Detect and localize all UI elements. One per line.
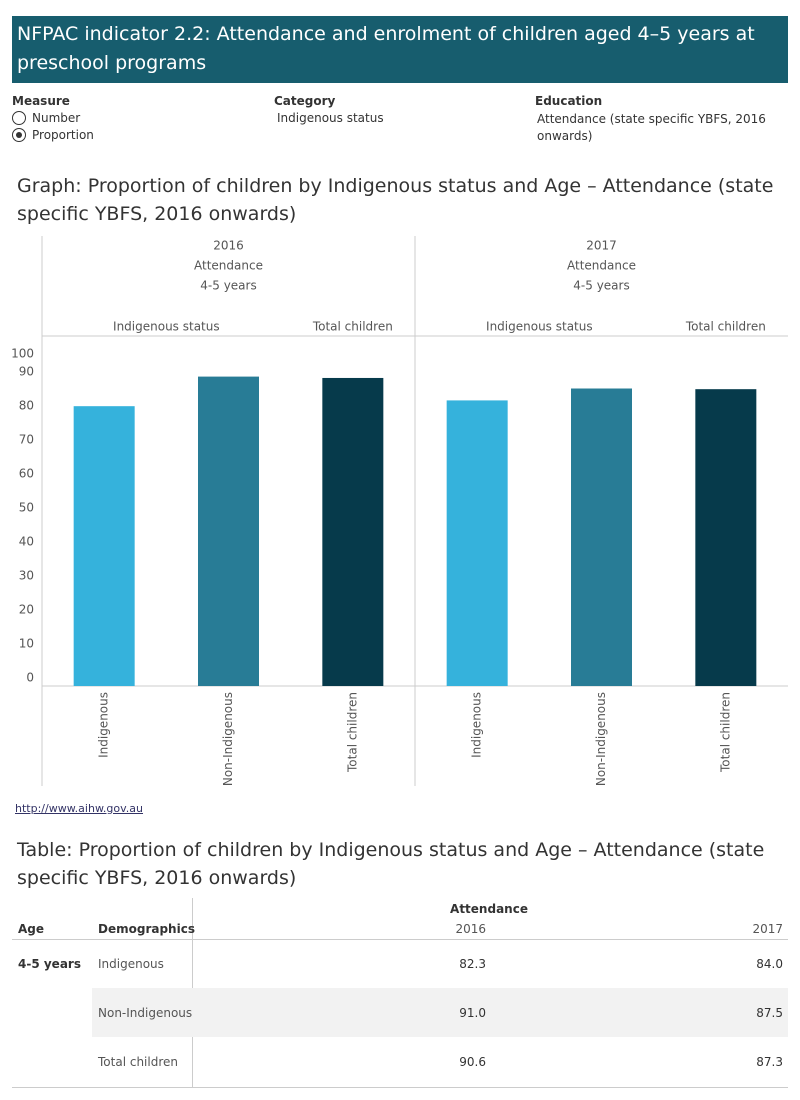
- bar: [73, 406, 135, 686]
- table-cell: 91.0: [459, 1006, 486, 1020]
- table-cell: 4-5 years: [18, 957, 81, 971]
- title-bar: [12, 16, 788, 83]
- group-label: Indigenous status: [486, 320, 593, 334]
- y-tick-label: 80: [19, 399, 34, 413]
- chart: 0 10 20 30 40 50 60 70 80 90 100 2016 Attendance 4-5 …: [11, 236, 788, 786]
- bar: [322, 377, 384, 686]
- bar: [198, 376, 259, 686]
- x-tick-label: Indigenous: [470, 692, 484, 758]
- table-cell: 87.5: [756, 1006, 783, 1020]
- y-tick-label: 50: [19, 501, 34, 515]
- y-tick-label: 30: [19, 569, 34, 583]
- chart-title: Graph: Proportion of children by Indigen…: [17, 175, 774, 225]
- table-cell: 84.0: [756, 957, 783, 971]
- bar: [571, 388, 632, 686]
- table-header: Age: [18, 922, 45, 936]
- y-tick-label: 20: [19, 603, 34, 617]
- table-title: Table: Proportion of children by Indigen…: [17, 839, 765, 889]
- filter-label: Category: [274, 94, 336, 108]
- filter-label: Measure: [12, 94, 70, 108]
- panel-header: 2017: [586, 239, 617, 253]
- bar: [695, 389, 757, 686]
- table-header: 2017: [752, 922, 783, 936]
- divider: [12, 1087, 788, 1088]
- x-tick-label: Total children: [345, 692, 359, 773]
- table-cell: Total children: [98, 1055, 178, 1069]
- radio-dot: [16, 132, 22, 138]
- radio-label[interactable]: Proportion: [32, 128, 94, 142]
- group-label: Total children: [312, 320, 393, 334]
- radio-label[interactable]: Number: [32, 111, 81, 125]
- group-label: Indigenous status: [113, 320, 220, 334]
- table-header: Attendance: [450, 902, 528, 916]
- table-header: Demographics: [98, 922, 195, 936]
- page-title: NFPAC indicator 2.2: Attendance and enro…: [17, 23, 755, 74]
- y-tick-label: 90: [19, 365, 34, 379]
- x-tick-label: Non-Indigenous: [594, 692, 608, 786]
- y-tick-label: 70: [19, 433, 34, 447]
- table-cell: Indigenous: [98, 957, 164, 971]
- x-tick-label: Total children: [718, 692, 732, 773]
- table-cell: 82.3: [459, 957, 486, 971]
- panel-header: 2016: [213, 239, 244, 253]
- source-link[interactable]: http://www.aihw.gov.au: [15, 802, 144, 815]
- divider: [12, 939, 788, 940]
- filter-value[interactable]: Indigenous status: [277, 111, 384, 125]
- panel-header: 4-5 years: [573, 279, 629, 293]
- filter-label: Education: [535, 94, 603, 108]
- y-tick-label: 0: [26, 671, 34, 685]
- table-cell: Non-Indigenous: [98, 1006, 193, 1020]
- y-tick-label: 10: [19, 637, 34, 651]
- table-header: 2016: [455, 922, 486, 936]
- panel-header: 4-5 years: [200, 279, 256, 293]
- table-cell: 87.3: [756, 1055, 783, 1069]
- panel-header: Attendance: [194, 259, 263, 273]
- y-tick-label: 60: [19, 467, 34, 481]
- radio-button[interactable]: [12, 111, 26, 125]
- table-cell: 90.6: [459, 1055, 486, 1069]
- radio-button[interactable]: [12, 128, 26, 142]
- x-tick-label: Non-Indigenous: [221, 692, 235, 786]
- row-band: [92, 988, 788, 1037]
- bar: [446, 400, 508, 686]
- y-tick-label: 40: [19, 535, 34, 549]
- group-label: Total children: [685, 320, 766, 334]
- panel-header: Attendance: [567, 259, 636, 273]
- filter-value[interactable]: Attendance (state specific YBFS, 2016 on…: [537, 112, 766, 143]
- y-tick-label: 100: [11, 347, 34, 361]
- x-tick-label: Indigenous: [97, 692, 111, 758]
